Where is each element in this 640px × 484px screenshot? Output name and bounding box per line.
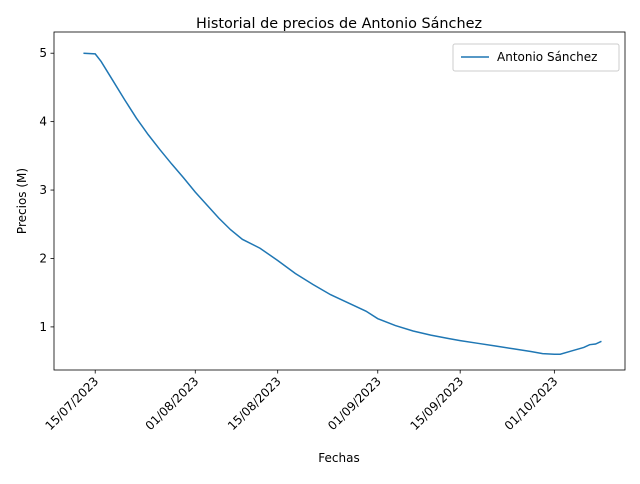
chart-title: Historial de precios de Antonio Sánchez (196, 16, 482, 32)
x-tick-label: 01/09/2023 (325, 374, 384, 433)
y-tick-label: 3 (39, 183, 47, 197)
legend-box (452, 43, 620, 72)
y-tick-label: 4 (39, 115, 47, 129)
y-tick-label: 2 (39, 251, 47, 265)
x-tick-label: 15/08/2023 (225, 374, 284, 433)
plot-frame (53, 31, 626, 371)
y-tick-label: 1 (39, 320, 47, 334)
x-tick-label: 01/08/2023 (143, 374, 202, 433)
x-tick-label: 01/10/2023 (502, 374, 561, 433)
legend-label: Antonio Sánchez (497, 50, 597, 64)
x-tick-label: 15/09/2023 (407, 374, 466, 433)
y-axis-label: Precios (M) (15, 168, 29, 234)
line-series (83, 52, 602, 356)
x-tick-label: 15/07/2023 (43, 374, 102, 433)
y-tick-label: 5 (39, 46, 47, 60)
x-axis-label: Fechas (318, 451, 359, 465)
